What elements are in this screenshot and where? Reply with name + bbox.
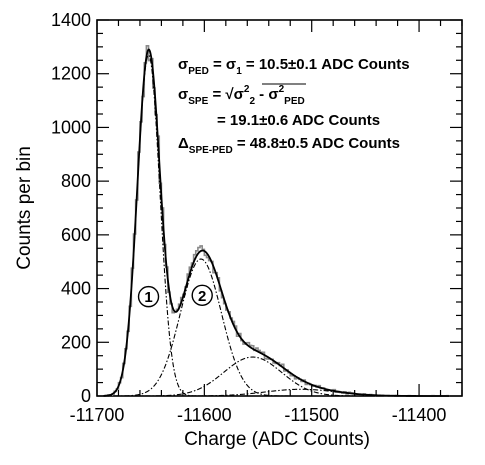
y-tick-label: 400	[61, 279, 91, 299]
x-tick-label: -11700	[70, 405, 125, 425]
plot-frame	[96, 19, 463, 397]
y-tick-label: 1200	[51, 64, 91, 84]
y-tick-label: 800	[61, 171, 91, 191]
y-axis-label: Counts per bin	[14, 146, 35, 270]
x-tick-label: -11400	[392, 405, 447, 425]
annotation-line-2: σSPE = √σ22 - σ2PED	[178, 84, 305, 107]
x-axis-label: Charge (ADC Counts)	[184, 429, 370, 450]
peak-marker-2	[191, 284, 213, 306]
peak-marker-label-2: 2	[198, 288, 206, 305]
peak-marker-label-1: 1	[144, 289, 152, 306]
y-tick-label: 1000	[51, 117, 91, 137]
peak-marker-1	[137, 285, 160, 308]
y-tick-label: 600	[61, 225, 91, 245]
annotation-line-3: = 19.1±0.6 ADC Counts	[217, 112, 380, 129]
x-tick-label: -11600	[177, 405, 232, 425]
annotation-line-1: σPED = σ1 = 10.5±0.1 ADC Counts	[178, 56, 410, 77]
total-fit-curve	[103, 48, 450, 397]
component-2-curve	[103, 258, 450, 397]
y-tick-label: 200	[61, 332, 91, 352]
y-tick-label: 1400	[51, 10, 91, 30]
x-tick-label: -11500	[284, 405, 339, 425]
y-tick-label: 0	[81, 386, 91, 406]
fit-annotation: σPED = σ1 = 10.5±0.1 ADC Counts σSPE = √σ…	[178, 56, 410, 156]
annotation-line-4: ΔSPE-PED = 48.8±0.5 ADC Counts	[178, 135, 400, 156]
